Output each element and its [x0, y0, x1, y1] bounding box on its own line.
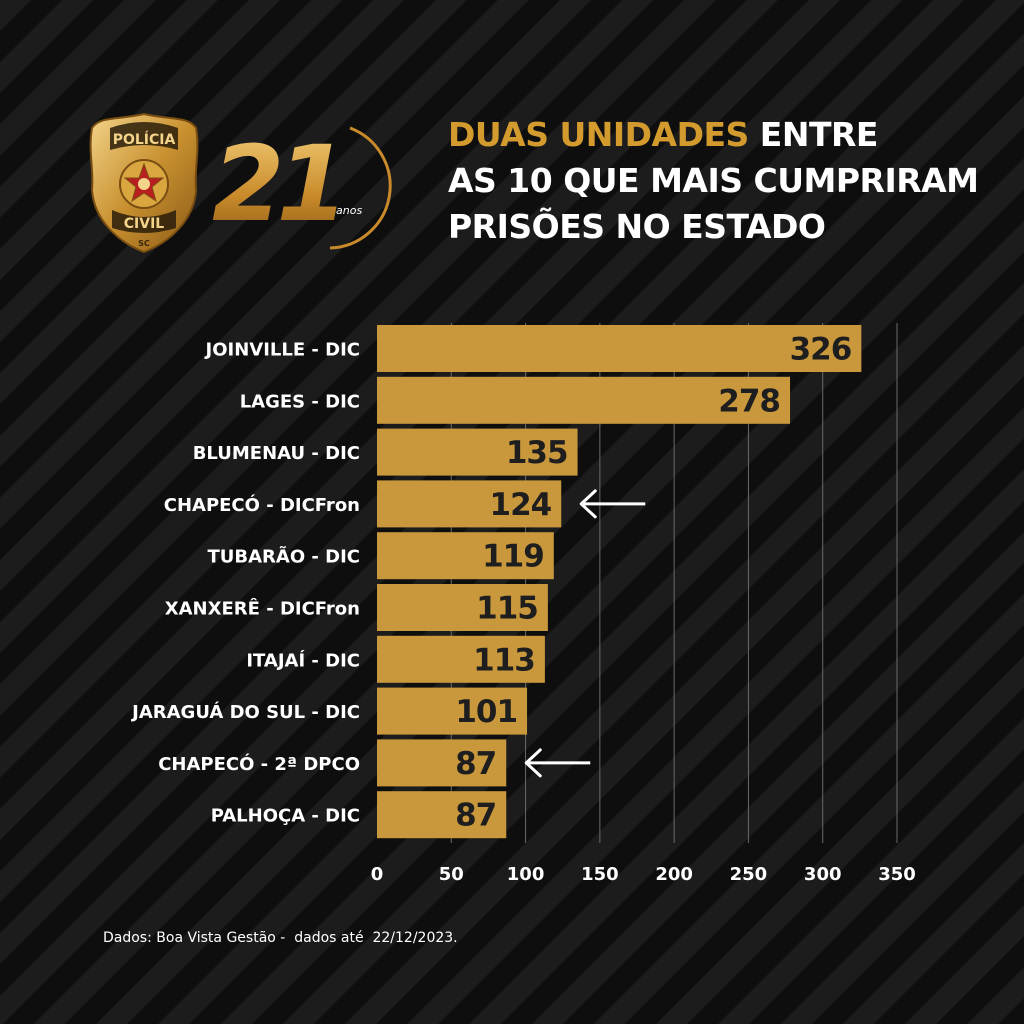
anniversary-21-anos-logo: 21 anos: [212, 123, 392, 250]
bar: [377, 687, 528, 735]
anniversary-number: 21: [212, 123, 341, 245]
bar-chart: JOINVILLE - DIC 326 LAGES - DIC 278 BLUMENAU…: [130, 323, 916, 885]
category-label: LAGES - DIC: [240, 391, 360, 412]
headline-line-2: AS 10 QUE MAIS CUMPRIRAM: [448, 161, 979, 200]
headline-highlight: DUAS UNIDADES: [448, 115, 749, 154]
x-tick-label: 50: [439, 864, 464, 885]
x-tick-label: 300: [804, 864, 842, 885]
category-label: TUBARÃO - DIC: [208, 545, 361, 568]
category-label: CHAPECÓ - DICFron: [164, 494, 360, 516]
x-tick-label: 100: [507, 864, 545, 885]
value-label: 115: [476, 591, 538, 627]
headline-line-3: PRISÕES NO ESTADO: [448, 207, 826, 246]
headline-line-1: DUAS UNIDADES ENTRE: [448, 112, 1008, 158]
bar: [377, 376, 791, 424]
value-label: 119: [482, 539, 544, 575]
policia-civil-badge-logo: POLÍCIA CIVIL SC: [89, 112, 199, 254]
value-label: 87: [455, 798, 496, 834]
x-tick-label: 200: [655, 864, 693, 885]
badge-bottom-text: CIVIL: [124, 216, 165, 232]
x-tick-label: 250: [730, 864, 768, 885]
bar: [377, 428, 578, 476]
value-label: 113: [473, 642, 535, 678]
category-label: ITAJAÍ - DIC: [246, 649, 360, 671]
category-label: JOINVILLE - DIC: [204, 340, 360, 361]
value-label: 135: [506, 435, 568, 471]
category-label: XANXERÊ - DICFron: [165, 598, 360, 620]
value-label: 87: [455, 746, 496, 782]
bar: [377, 584, 548, 631]
headline-line-1-rest: ENTRE: [748, 115, 879, 154]
bar: [377, 532, 554, 580]
bar: [377, 325, 862, 372]
category-label: CHAPECÓ - 2ª DPCO: [158, 753, 360, 775]
value-label: 326: [790, 332, 852, 368]
x-tick-label: 0: [371, 864, 384, 885]
bar: [377, 739, 507, 787]
bar: [377, 791, 507, 839]
arrow-left-icon: [524, 748, 591, 778]
category-label: PALHOÇA - DIC: [211, 806, 360, 827]
value-label: 278: [718, 383, 780, 419]
badge-top-text: POLÍCIA: [113, 131, 176, 148]
badge-state-text: SC: [138, 239, 150, 248]
source-note: Dados: Boa Vista Gestão - dados até 22/1…: [103, 930, 458, 946]
category-label: JARAGUÁ DO SUL - DIC: [130, 701, 360, 723]
category-label: BLUMENAU - DIC: [193, 443, 360, 464]
arrow-left-icon: [579, 489, 646, 519]
headline: DUAS UNIDADES ENTRE AS 10 QUE MAIS CUMPR…: [448, 112, 1008, 250]
x-tick-label: 150: [581, 864, 619, 885]
bar: [377, 480, 562, 528]
anniversary-unit: anos: [336, 204, 362, 217]
value-label: 101: [455, 694, 517, 730]
bar: [377, 635, 545, 683]
value-label: 124: [490, 487, 552, 523]
x-tick-label: 350: [878, 864, 916, 885]
